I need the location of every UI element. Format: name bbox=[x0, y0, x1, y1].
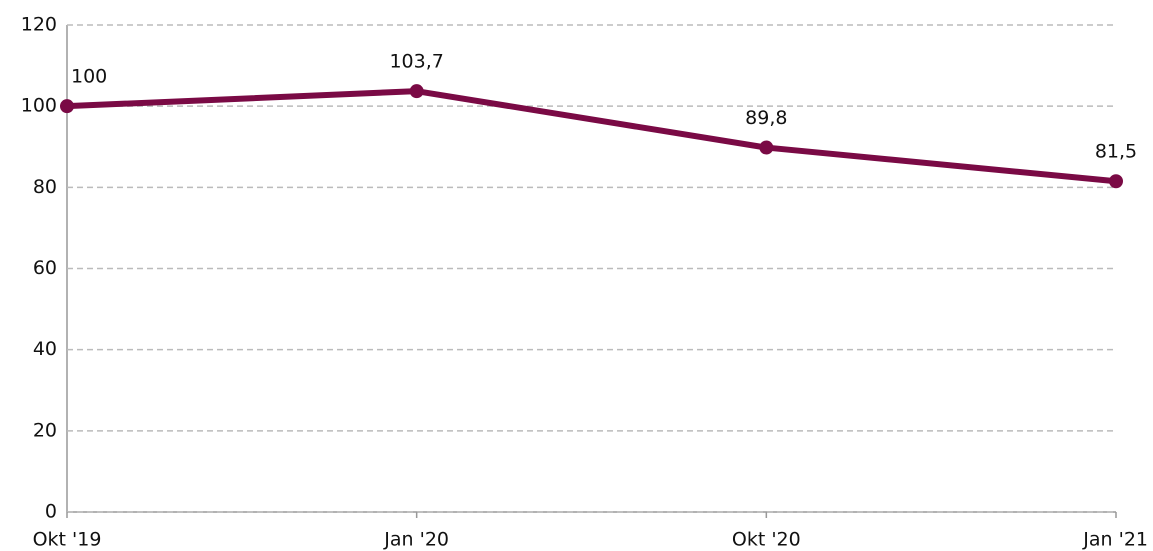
marker bbox=[759, 140, 774, 155]
marker bbox=[1109, 174, 1123, 189]
x-tick-label: Jan '21 bbox=[1082, 529, 1148, 551]
data-label: 81,5 bbox=[1095, 141, 1137, 163]
line bbox=[66, 88, 1117, 185]
y-tick-label: 100 bbox=[21, 95, 57, 117]
x-tick-label: Okt '20 bbox=[732, 529, 801, 551]
y-tick-label: 80 bbox=[33, 176, 57, 198]
y-tick-label: 40 bbox=[33, 338, 57, 360]
y-tick-label: 0 bbox=[45, 501, 57, 523]
marker bbox=[409, 84, 424, 99]
data-label: 103,7 bbox=[389, 51, 443, 73]
x-tick-label: Okt '19 bbox=[33, 529, 102, 551]
marker bbox=[60, 99, 74, 114]
y-tick-label: 120 bbox=[21, 14, 57, 36]
data-label: 89,8 bbox=[745, 107, 787, 129]
x-tick-label: Jan '20 bbox=[383, 529, 449, 551]
y-tick-label: 60 bbox=[33, 257, 57, 279]
y-tick-label: 20 bbox=[33, 419, 57, 441]
data-label: 100 bbox=[71, 66, 107, 88]
